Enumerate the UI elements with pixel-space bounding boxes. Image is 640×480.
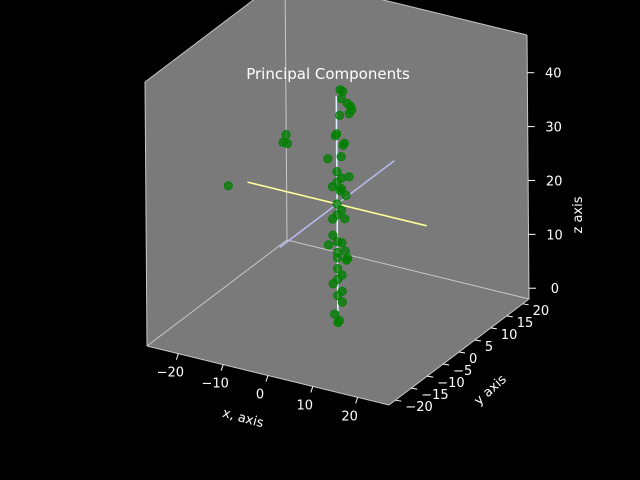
scatter-point: [331, 129, 342, 139]
scatter-point: [337, 238, 347, 248]
scatter-point: [341, 190, 351, 200]
x-tick-label: −10: [201, 377, 228, 392]
pane-edge: [146, 239, 288, 347]
scatter-points-front: [223, 110, 354, 328]
y-tick-label: 10: [501, 328, 518, 343]
x-tick: [175, 353, 179, 360]
y-tick-label: −20: [405, 400, 432, 415]
scatter-point: [332, 263, 343, 274]
y-tick: [474, 339, 481, 342]
y-tick-label: 15: [517, 316, 534, 331]
y-tick: [490, 327, 497, 330]
z-tick-label: 10: [546, 228, 563, 243]
scatter-point: [336, 205, 347, 215]
y-tick-label: 0: [469, 352, 477, 367]
pane-edge: [144, 81, 148, 347]
y-tick: [411, 387, 418, 390]
x-tick-label: 10: [297, 398, 314, 413]
z-tick-label: 0: [551, 282, 559, 297]
scatter-point: [344, 172, 354, 182]
scatter-point: [337, 86, 348, 97]
x-tick: [220, 364, 224, 371]
scatter-point: [323, 154, 333, 164]
y-tick-label: 5: [485, 340, 493, 355]
scatter-point: [337, 286, 347, 296]
z-axis-label: z axis: [571, 196, 586, 233]
y-tick: [522, 303, 529, 306]
scatter-point: [337, 270, 347, 280]
scatter-point: [332, 199, 342, 209]
pane-edge: [144, 0, 255, 83]
pane-y: [285, 0, 529, 299]
scatter-point: [336, 173, 346, 183]
scatter-point: [339, 138, 349, 148]
scatter-point: [332, 253, 343, 263]
y-tick: [427, 375, 434, 378]
y-tick: [443, 363, 450, 366]
scatter-point: [282, 138, 292, 149]
scatter-point: [332, 167, 342, 177]
scatter-point: [343, 253, 353, 263]
scatter-point: [330, 309, 340, 319]
x-tick: [355, 397, 359, 404]
z-tick-label: 30: [545, 121, 562, 136]
y-tick: [458, 351, 466, 354]
scatter-point: [336, 152, 346, 162]
scatter-point: [334, 315, 344, 326]
x-axis-label: x, axis: [221, 406, 266, 431]
y-tick-label: 20: [533, 304, 550, 319]
x-tick-label: 20: [341, 409, 358, 424]
scatter-point: [323, 240, 334, 250]
scatter-point: [328, 230, 338, 240]
y-axis-label: y axis: [472, 372, 510, 409]
y-tick-label: −15: [421, 388, 448, 403]
pane-x: [145, 0, 287, 346]
axis-panes: [145, 0, 529, 405]
x-tick: [265, 375, 269, 382]
y-tick: [395, 399, 402, 402]
y-tick: [506, 315, 513, 318]
scatter-point: [340, 214, 350, 224]
y-tick-label: −10: [437, 376, 464, 391]
z-tick-label: 20: [546, 174, 563, 189]
pane-edge: [381, 0, 528, 36]
scatter-point: [334, 110, 345, 121]
x-tick: [310, 386, 314, 393]
y-tick-label: −5: [453, 364, 472, 379]
scatter-point: [223, 181, 233, 191]
chart-title: Principal Components: [246, 65, 410, 83]
scatter-point: [347, 105, 357, 115]
x-tick-label: −20: [157, 366, 184, 381]
scatter-point: [342, 98, 352, 108]
x-tick-label: 0: [256, 388, 264, 403]
pane-edge: [284, 0, 288, 241]
pane-edge: [526, 34, 530, 300]
scatter-point: [336, 184, 347, 194]
scatter-point: [281, 130, 291, 140]
pane-edge: [286, 239, 530, 300]
z-tick-label: 40: [545, 67, 562, 82]
scatter-point: [337, 297, 347, 307]
